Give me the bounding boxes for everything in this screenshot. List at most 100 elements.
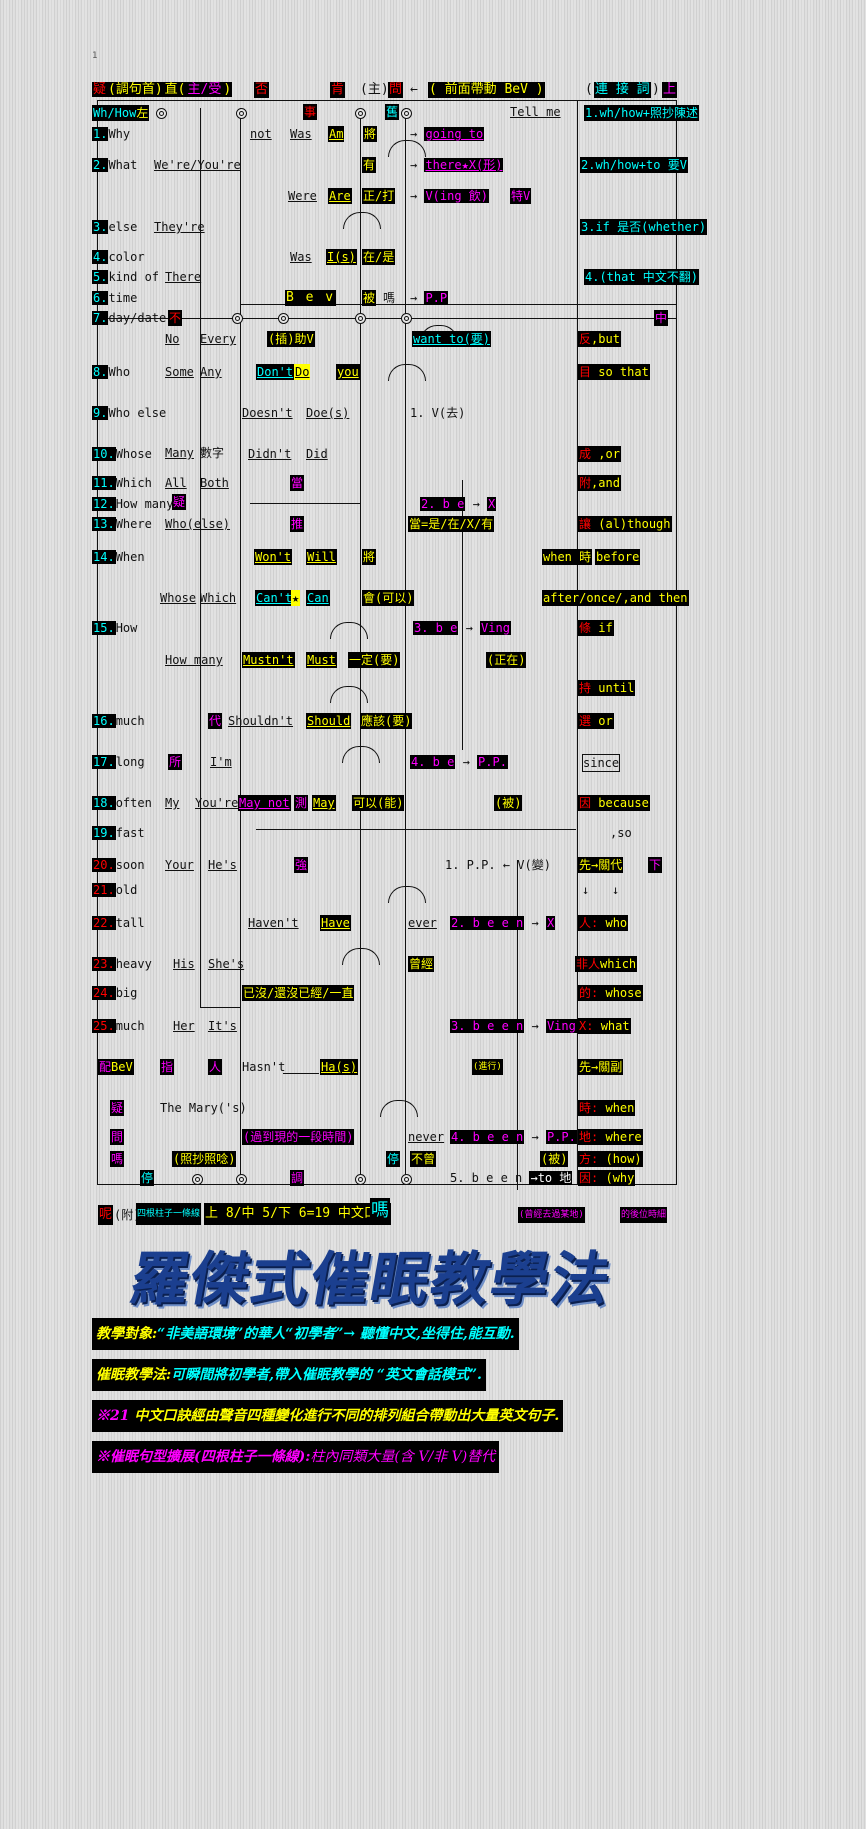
question-word-label: When [115,550,145,564]
before-label: before [595,549,641,565]
question-word-item: 5.kind of [92,269,159,285]
question-word-number: 5. [92,270,109,284]
question-word-number: 7. [92,311,109,325]
question-word-item: 10.Whose [92,446,152,462]
curve-arrow-icon [343,212,381,229]
ma-label: 嗎 [370,1198,390,1224]
fang-label: 方: [579,1152,599,1166]
or-label: ,or [598,447,620,461]
dai-label: 代 [208,713,223,729]
verb-was: Was [290,127,312,141]
subject-every: Every [200,332,237,346]
been-5-label: 5. b e e n [450,1171,523,1185]
subject-there: There [165,270,202,284]
subject-im: I'm [210,755,232,769]
verb-will: Will [306,549,337,565]
verb-hasnt: Hasn't [242,1060,286,1074]
pp-v-label: 1. P.P. ← V(變) [445,858,551,872]
ring-icon [236,1174,247,1185]
ting-label-right: 停 [386,1151,401,1167]
when-shi-label: when 時 [542,549,593,565]
bev-rule [240,304,676,305]
verb-should: Should [306,713,352,729]
question-word-item: 11.Which [92,475,152,491]
header-link-close: ) [652,82,660,97]
ring-icon [355,313,366,324]
question-word-number: 25. [92,1019,116,1033]
question-word-label: tall [115,916,145,930]
be-3-label: 3. b e [413,621,459,635]
subject-my: My [165,796,180,810]
header-link: 連 接 詞 [594,82,651,98]
verb-was-2: Was [290,250,312,264]
question-word-label: kind of [108,270,160,284]
buceng-label: 不曾 [410,1151,437,1167]
because-label: because [598,796,649,810]
question-word-label: time [108,291,138,305]
verb-am: Am [328,126,345,142]
subject-shuzi: 數字 [200,446,225,460]
or-2-label: or [598,714,613,728]
verb-were: Were [288,189,317,203]
subject-youre: You're [195,796,239,810]
dash-rule-1 [250,503,360,504]
has-rule [283,1073,319,1074]
ring-icon [156,108,167,119]
column-line-7 [676,100,677,1185]
verb-tui: 推 [290,516,305,532]
subject-its: It's [208,1019,237,1033]
subject-the-marys: The Mary('s) [160,1101,247,1115]
question-word-item: 15.How [92,620,137,636]
until-label: until [598,681,635,695]
verb-yiding: 一定(要) [348,652,401,668]
intro-line-3: ※21 中文口訣經由聲音四種變化進行不同的排列組合帶動出大量英文句子. [92,1400,564,1432]
wen-label-2: 問 [110,1129,125,1145]
been-4-label: 4. b e e n [450,1130,525,1144]
header-arrow: ← [410,82,418,97]
pp-4-label: P.P. [545,1130,577,1144]
ever-label: ever [408,916,437,930]
verb-ma: 嗎 [383,291,396,305]
subject-all: All [165,476,187,490]
question-word-label: Where [115,517,152,531]
page-number: 1 [92,51,98,61]
zhi-label: 指 [160,1059,175,1075]
conj-that: 4.(that 中文不翻) [584,269,700,285]
verb-shouldnt: Shouldn't [228,714,294,728]
xuan-label: 選 [579,714,592,728]
verb-are: Are [328,188,352,204]
verb-doesnt: Doesn't [242,406,293,420]
question-word-label: old [115,883,138,897]
curve-arrow-icon [388,886,426,903]
question-word-label: long [115,755,145,769]
subject-whose: Whose [160,591,197,605]
curve-arrow-icon [342,746,380,763]
mid-rule [97,318,677,319]
question-word-item: 24.big [92,985,137,1001]
verb-can: Can [306,590,330,606]
dang-shi-label: 當=是/在/X/有 [408,516,495,532]
xia-label: 下 [648,857,663,873]
question-word-item: 7.day/date [92,310,166,326]
verb-bei: 被 [362,290,377,306]
verb-jiang: 將 [363,126,378,142]
header-cell-subject: 主/受 [186,82,223,97]
column-line-3 [240,108,241,1183]
be-2-label: 2. b e [420,497,466,511]
xian-2-label: 先→關副 [578,1059,624,1075]
question-word-label: How many [115,497,174,511]
pp-2-label: P.P. [477,755,508,769]
question-word-item: 4.color [92,249,145,265]
so-that-label: so that [598,365,649,379]
question-word-item: 3.else [92,219,137,235]
question-word-number: 8. [92,365,109,379]
question-word-number: 22. [92,916,116,930]
bu-label-left: 不 [168,310,183,326]
question-word-number: 17. [92,755,116,769]
ring-icon [236,108,247,119]
question-word-label: color [108,250,145,264]
verb-do: Do [294,364,311,380]
question-word-item: 18.often [92,795,152,811]
subject-hes: He's [208,858,237,872]
which-right-label: which [600,957,637,971]
